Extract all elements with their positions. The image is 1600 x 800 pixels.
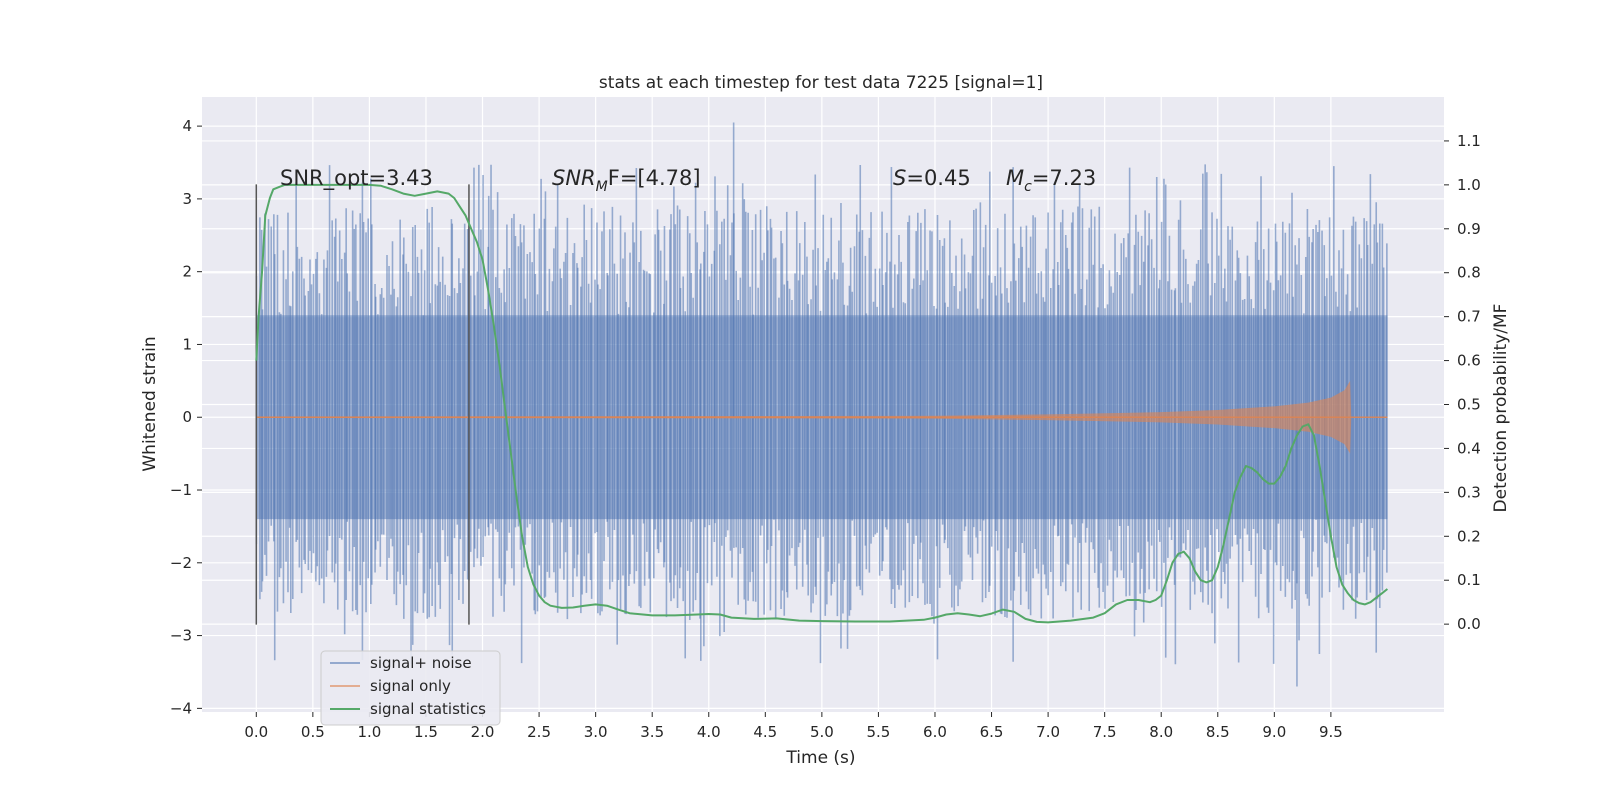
annotation-snr-mf-rest: F=[4.78] [608, 166, 701, 190]
x-tick-label: 0.0 [244, 723, 268, 741]
x-tick-label: 1.0 [357, 723, 381, 741]
y-tick-label: −4 [170, 699, 192, 717]
signal-statistics-line [255, 183, 1389, 624]
y-right-tick-label: 0.3 [1457, 483, 1481, 501]
x-tick-label: 7.0 [1036, 723, 1060, 741]
legend-label-signal-noise: signal+ noise [370, 654, 472, 672]
y-tick-label: 2 [182, 263, 192, 281]
y-right-tick-label: 0.9 [1457, 220, 1481, 238]
legend-label-signal-only: signal only [370, 677, 451, 695]
y-right-tick-label: 0.6 [1457, 352, 1481, 370]
chart-title: stats at each timestep for test data 722… [599, 73, 1043, 93]
x-tick-label: 4.5 [753, 723, 777, 741]
legend: signal+ noise signal only signal statist… [320, 650, 501, 726]
series-signal-noise [255, 122, 1388, 687]
y-right-tick-label: 0.5 [1457, 396, 1481, 414]
y-right-tick-label: 0.2 [1457, 527, 1481, 545]
annotation-s: S=0.45 [893, 166, 971, 190]
x-tick-label: 2.5 [527, 723, 551, 741]
x-axis-ticks: 0.0 0.5 1.0 1.5 2.0 2.5 3.0 3.5 4.0 4.5 5.0 5.5 6.0 6… [244, 712, 1343, 741]
y-right-tick-label: 0.4 [1457, 439, 1481, 457]
y-right-tick-label: 0.1 [1457, 571, 1481, 589]
x-tick-label: 6.5 [980, 723, 1004, 741]
y-axis-right-ticks: 0.0 0.1 0.2 0.3 0.4 0.5 0.6 0.7 0.8 0.9 1.0 1.1 [1444, 132, 1481, 633]
annotation-s-var: S [893, 166, 906, 190]
x-tick-label: 3.5 [640, 723, 664, 741]
x-tick-label: 5.5 [866, 723, 890, 741]
y-axis-left-ticks: −4 −3 −2 −1 0 1 2 3 4 [170, 117, 202, 717]
y-tick-label: −1 [170, 481, 192, 499]
annotation-mc-sub: c [1024, 179, 1032, 195]
y-right-tick-label: 0.7 [1457, 308, 1481, 326]
annotation-snr-mf-sub: M [596, 179, 608, 195]
y-right-tick-label: 0.0 [1457, 615, 1481, 633]
y-right-tick-label: 1.1 [1457, 132, 1481, 150]
x-tick-label: 6.0 [923, 723, 947, 741]
x-tick-label: 0.5 [301, 723, 325, 741]
annotation-snr-opt: SNR_opt=3.43 [280, 166, 433, 191]
x-tick-label: 8.5 [1206, 723, 1230, 741]
x-tick-label: 5.0 [810, 723, 834, 741]
y-right-tick-label: 0.8 [1457, 264, 1481, 282]
x-axis-label: Time (s) [785, 748, 855, 768]
y-axis-label-left: Whitened strain [140, 336, 160, 471]
annotation-mc-value: =7.23 [1032, 166, 1096, 190]
y-axis-label-right: Detection probability/MF [1491, 304, 1511, 513]
annotation-s-value: =0.45 [906, 166, 970, 190]
annotation-mc-main: M [1006, 166, 1024, 190]
annotation-snr-mf-main: SNR [552, 166, 596, 190]
x-tick-label: 2.0 [471, 723, 495, 741]
vertical-markers [255, 184, 470, 625]
y-right-tick-label: 1.0 [1457, 176, 1481, 194]
legend-label-signal-statistics: signal statistics [370, 700, 486, 718]
x-tick-label: 4.0 [697, 723, 721, 741]
series-signal-only [256, 380, 1388, 454]
legend-box [320, 650, 501, 726]
annotations: SNR_opt=3.43 SNRMF=[4.78] S=0.45 Mc=7.23 [280, 166, 1096, 195]
series-signal-statistics [255, 183, 1389, 624]
x-tick-label: 7.5 [1093, 723, 1117, 741]
x-tick-label: 9.5 [1319, 723, 1343, 741]
x-tick-label: 3.0 [584, 723, 608, 741]
annotation-mc: Mc=7.23 [1006, 166, 1096, 195]
y-tick-label: −2 [170, 554, 192, 572]
x-tick-label: 1.5 [414, 723, 438, 741]
y-tick-label: 1 [182, 335, 192, 353]
y-tick-label: −3 [170, 627, 192, 645]
y-tick-label: 0 [182, 408, 192, 426]
y-tick-label: 3 [182, 190, 192, 208]
annotation-snr-mf: SNRMF=[4.78] [552, 166, 701, 195]
x-tick-label: 8.0 [1149, 723, 1173, 741]
x-tick-label: 9.0 [1262, 723, 1286, 741]
y-tick-label: 4 [182, 117, 192, 135]
